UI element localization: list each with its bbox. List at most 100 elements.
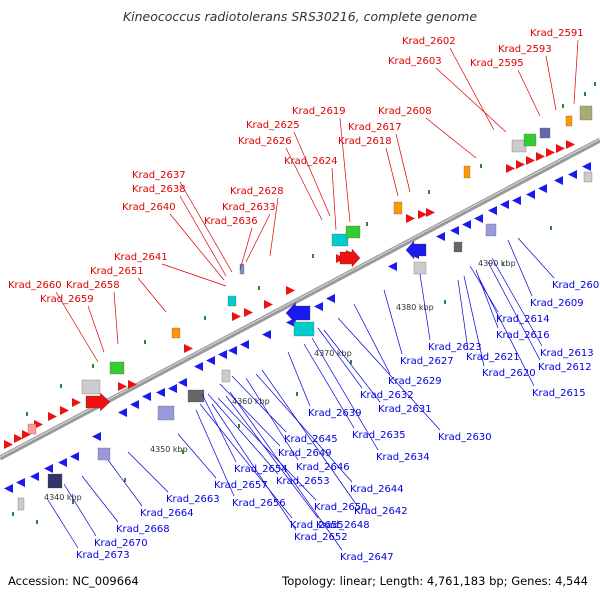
gene-label-krad-2644[interactable]: Krad_2644	[350, 484, 404, 495]
gene-label-krad-2638[interactable]: Krad_2638	[132, 184, 186, 195]
gene-label-krad-2623[interactable]: Krad_2623	[428, 342, 482, 353]
gene-label-krad-2655[interactable]: Krad_2655	[290, 520, 344, 531]
gene-label-krad-2614[interactable]: Krad_2614	[496, 314, 550, 325]
label-leader-line	[339, 117, 351, 223]
gene-label-krad-2608[interactable]: Krad_2608	[378, 106, 432, 117]
gene-label-krad-2620[interactable]: Krad_2620	[482, 368, 536, 379]
forward-gene	[85, 392, 111, 412]
gene-label-krad-2658[interactable]: Krad_2658	[66, 280, 120, 291]
gene-box	[345, 225, 361, 239]
gene-label-krad-2654[interactable]: Krad_2654	[234, 464, 288, 475]
gene-label-krad-2656[interactable]: Krad_2656	[232, 498, 286, 509]
gene-label-krad-2634[interactable]: Krad_2634	[376, 452, 430, 463]
gene-label-krad-2659[interactable]: Krad_2659	[40, 294, 94, 305]
gene-label-krad-2673[interactable]: Krad_2673	[76, 550, 130, 561]
gene-box	[187, 389, 205, 403]
gene-label-krad-2603[interactable]: Krad_2603	[388, 56, 442, 67]
gene-label-krad-2663[interactable]: Krad_2663	[166, 494, 220, 505]
gene-marker	[124, 478, 126, 482]
label-leader-line	[491, 257, 543, 347]
label-leader-line	[303, 343, 355, 429]
label-leader-line	[395, 133, 411, 193]
label-leader-line	[353, 303, 391, 375]
gene-label-krad-2619[interactable]: Krad_2619	[292, 106, 346, 117]
reverse-gene	[142, 392, 151, 401]
gene-label-krad-2628[interactable]: Krad_2628	[230, 186, 284, 197]
gene-label-krad-2670[interactable]: Krad_2670	[94, 538, 148, 549]
gene-label-krad-2651[interactable]: Krad_2651	[90, 266, 144, 277]
gene-label-krad-2621[interactable]: Krad_2621	[466, 352, 520, 363]
gene-marker	[60, 384, 62, 388]
gene-label-krad-2629[interactable]: Krad_2629	[388, 376, 442, 387]
label-leader-line	[225, 395, 319, 519]
gene-label-krad-2627[interactable]: Krad_2627	[400, 356, 454, 367]
gene-label-krad-2642[interactable]: Krad_2642	[354, 506, 408, 517]
reverse-gene	[58, 458, 67, 467]
reverse-gene	[156, 388, 165, 397]
gene-label-krad-2612[interactable]: Krad_2612	[538, 362, 592, 373]
gene-label-krad-2648[interactable]: Krad_2648	[316, 520, 370, 531]
gene-label-krad-2624[interactable]: Krad_2624	[284, 156, 338, 167]
label-leader-line	[323, 329, 381, 403]
axis-tick-label: 4340 kbp	[44, 493, 82, 502]
gene-label-krad-2635[interactable]: Krad_2635	[352, 430, 406, 441]
gene-box	[171, 327, 181, 339]
gene-label-krad-2641[interactable]: Krad_2641	[114, 252, 168, 263]
axis-tick-label: 4350 kbp	[150, 445, 188, 454]
gene-label-krad-2657[interactable]: Krad_2657	[214, 480, 268, 491]
forward-gene	[426, 208, 435, 217]
gene-label-krad-2640[interactable]: Krad_2640	[122, 202, 176, 213]
forward-gene	[244, 308, 253, 317]
gene-label-krad-2618[interactable]: Krad_2618	[338, 136, 392, 147]
reverse-gene	[554, 176, 563, 185]
forward-gene	[128, 380, 137, 389]
reverse-gene	[16, 478, 25, 487]
gene-label-krad-2630[interactable]: Krad_2630	[438, 432, 492, 443]
gene-label-krad-2660[interactable]: Krad_2660	[8, 280, 62, 291]
gene-label-krad-2617[interactable]: Krad_2617	[348, 122, 402, 133]
gene-label-krad-2637[interactable]: Krad_2637	[132, 170, 186, 181]
gene-marker	[258, 286, 260, 290]
gene-label-krad-2650[interactable]: Krad_2650	[314, 502, 368, 513]
gene-label-krad-2605[interactable]: Krad_2605	[552, 280, 600, 291]
forward-gene	[60, 406, 69, 415]
gene-label-krad-2593[interactable]: Krad_2593	[498, 44, 552, 55]
gene-label-krad-2668[interactable]: Krad_2668	[116, 524, 170, 535]
gene-label-krad-2595[interactable]: Krad_2595	[470, 58, 524, 69]
gene-label-krad-2615[interactable]: Krad_2615	[532, 388, 586, 399]
reverse-gene	[538, 184, 547, 193]
label-leader-line	[113, 291, 119, 345]
gene-box	[413, 261, 427, 275]
gene-label-krad-2646[interactable]: Krad_2646	[296, 462, 350, 473]
label-leader-line	[419, 273, 431, 341]
gene-marker	[502, 262, 504, 266]
label-leader-line	[169, 213, 225, 281]
gene-label-krad-2631[interactable]: Krad_2631	[378, 404, 432, 415]
gene-label-krad-2645[interactable]: Krad_2645	[284, 434, 338, 445]
gene-label-krad-2652[interactable]: Krad_2652	[294, 532, 348, 543]
label-leader-line	[545, 55, 557, 111]
gene-label-krad-2609[interactable]: Krad_2609	[530, 298, 584, 309]
gene-label-krad-2633[interactable]: Krad_2633	[222, 202, 276, 213]
gene-label-krad-2626[interactable]: Krad_2626	[238, 136, 292, 147]
gene-label-krad-2639[interactable]: Krad_2639	[308, 408, 362, 419]
gene-label-krad-2632[interactable]: Krad_2632	[360, 390, 414, 401]
gene-label-krad-2647[interactable]: Krad_2647	[340, 552, 394, 563]
gene-box	[579, 105, 593, 121]
gene-label-krad-2616[interactable]: Krad_2616	[496, 330, 550, 341]
gene-box	[293, 321, 315, 337]
gene-label-krad-2625[interactable]: Krad_2625	[246, 120, 300, 131]
gene-label-krad-2649[interactable]: Krad_2649	[278, 448, 332, 459]
reverse-gene	[388, 262, 397, 271]
reverse-gene	[512, 196, 521, 205]
gene-label-krad-2613[interactable]: Krad_2613	[540, 348, 594, 359]
gene-label-krad-2591[interactable]: Krad_2591	[530, 28, 584, 39]
gene-label-krad-2602[interactable]: Krad_2602	[402, 36, 456, 47]
forward-gene	[339, 248, 361, 268]
label-leader-line	[383, 289, 403, 355]
gene-label-krad-2636[interactable]: Krad_2636	[204, 216, 258, 227]
gene-label-krad-2653[interactable]: Krad_2653	[276, 476, 330, 487]
gene-label-krad-2664[interactable]: Krad_2664	[140, 508, 194, 519]
axis-tick-label: 4370 kbp	[314, 349, 352, 358]
